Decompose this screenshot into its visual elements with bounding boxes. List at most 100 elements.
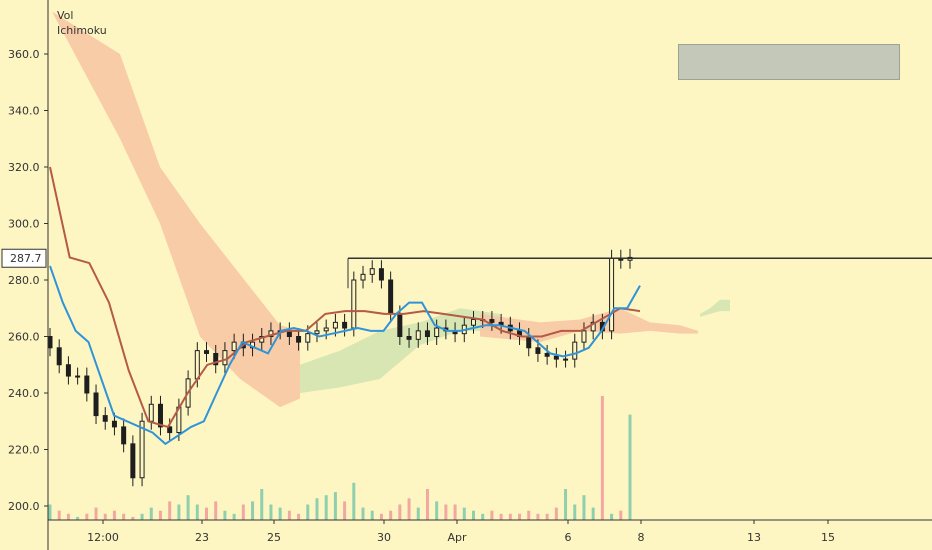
volume-bar — [57, 510, 61, 520]
volume-bar — [435, 501, 439, 520]
volume-bar — [251, 501, 255, 520]
legend-volume[interactable]: Vol — [57, 9, 74, 22]
cloud-bullish — [300, 308, 500, 393]
volume-bar — [379, 513, 383, 520]
volume-bar — [214, 501, 218, 520]
volume-bar — [223, 510, 227, 520]
volume-bar — [536, 513, 540, 520]
candle-body — [139, 420, 145, 479]
candle-body — [148, 403, 154, 422]
candle-body — [397, 313, 403, 337]
volume-bar — [610, 513, 614, 520]
candle-body — [572, 341, 578, 360]
volume-bar — [260, 489, 264, 520]
volume-bar — [66, 513, 70, 520]
volume-bars — [48, 396, 632, 520]
y-tick-label: 220.0 — [8, 444, 40, 457]
volume-bar — [333, 492, 337, 520]
candle-body — [56, 347, 62, 366]
y-tick-label: 360.0 — [8, 48, 40, 61]
volume-bar — [297, 513, 301, 520]
volume-bar — [324, 495, 328, 520]
candle-body — [544, 352, 550, 357]
candle-body — [351, 279, 357, 329]
legend-ichimoku[interactable]: Ichimoku — [57, 24, 107, 37]
legend: Vol Ichimoku — [57, 8, 107, 38]
x-tick-label: 8 — [638, 531, 645, 544]
volume-bar — [600, 396, 604, 520]
volume-bar — [278, 507, 282, 520]
candle-body — [415, 330, 421, 340]
candle-body — [434, 327, 440, 337]
candle-body — [470, 319, 476, 326]
volume-bar — [94, 507, 98, 520]
y-tick-label: 300.0 — [8, 218, 40, 231]
candle-body — [609, 257, 615, 332]
volume-bar — [158, 510, 162, 520]
candle-body — [314, 330, 320, 335]
volume-bar — [241, 504, 245, 520]
candle-body — [406, 336, 412, 340]
candle-body — [222, 350, 228, 366]
candle-body — [563, 358, 569, 361]
volume-bar — [186, 495, 190, 520]
candle-body — [388, 279, 394, 315]
volume-bar — [508, 513, 512, 520]
volume-bar — [315, 498, 319, 520]
y-tick-label: 340.0 — [8, 105, 40, 118]
volume-bar — [471, 510, 475, 520]
candle-body — [424, 330, 430, 338]
candle-body — [378, 268, 384, 281]
candle-body — [526, 336, 532, 349]
volume-bar — [306, 504, 310, 520]
x-tick-label: 25 — [267, 531, 281, 544]
candle-body — [213, 352, 219, 366]
x-tick-label: 15 — [821, 531, 835, 544]
volume-bar — [352, 482, 356, 520]
volume-bar — [407, 498, 411, 520]
volume-bar — [76, 516, 80, 520]
candle-body — [231, 341, 237, 352]
volume-bar — [177, 504, 181, 520]
volume-bar — [619, 510, 623, 520]
volume-bar — [389, 510, 393, 520]
candle-body — [65, 364, 71, 377]
price-label: 287.7 — [10, 252, 42, 265]
volume-bar — [48, 504, 52, 520]
volume-bar — [103, 513, 107, 520]
candle-body — [130, 443, 136, 479]
y-tick-label: 320.0 — [8, 161, 40, 174]
candle-body — [489, 319, 495, 323]
info-panel — [678, 44, 900, 80]
candle-body — [590, 321, 596, 332]
candle-body — [323, 327, 329, 332]
candle-body — [167, 426, 173, 434]
y-tick-label: 240.0 — [8, 387, 40, 400]
candle-body — [84, 375, 90, 394]
volume-bar — [122, 513, 126, 520]
volume-bar — [85, 513, 89, 520]
candle-body — [332, 321, 338, 329]
cloud-bullish — [700, 299, 730, 317]
volume-bar — [554, 507, 558, 520]
x-tick-label: 23 — [195, 531, 209, 544]
price-label-box — [1, 248, 47, 268]
candle-body — [553, 355, 559, 360]
volume-bar — [564, 489, 568, 520]
volume-bar — [131, 516, 135, 520]
x-tick-label: 30 — [377, 531, 391, 544]
volume-bar — [287, 510, 291, 520]
volume-bar — [416, 507, 420, 520]
ichimoku-cloud — [52, 11, 730, 408]
y-tick-label: 200.0 — [8, 500, 40, 513]
volume-bar — [453, 504, 457, 520]
candle-body — [47, 336, 53, 349]
x-tick-label: Apr — [447, 531, 467, 544]
candle-body — [102, 415, 108, 422]
volume-bar — [232, 513, 236, 520]
volume-bar — [269, 504, 273, 520]
volume-bar — [370, 510, 374, 520]
candle-body — [305, 333, 311, 343]
